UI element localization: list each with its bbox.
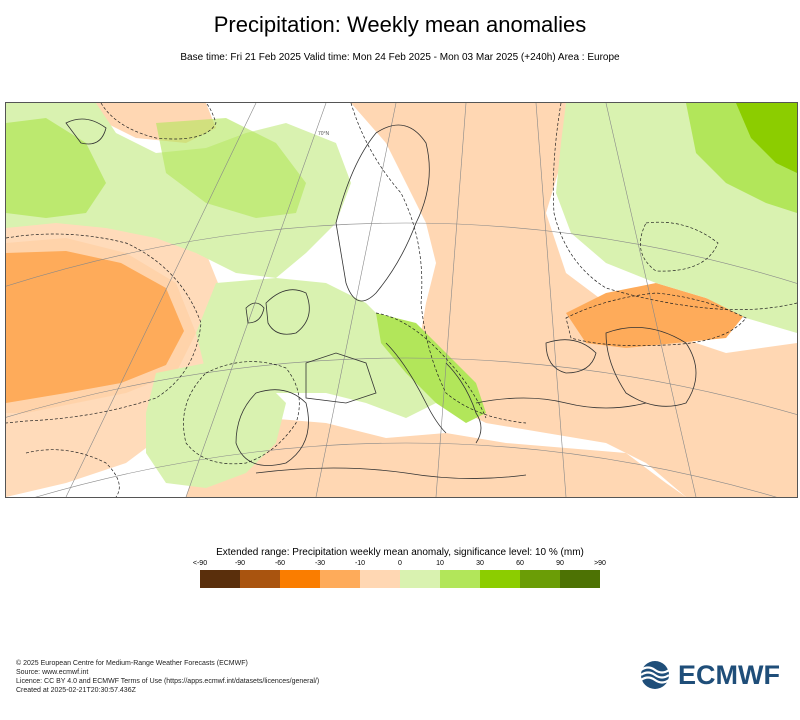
legend-tick: >90	[594, 560, 606, 567]
chart-title: Precipitation: Weekly mean anomalies	[213, 12, 587, 37]
legend-swatch-8	[520, 570, 560, 588]
legend-tick: 60	[516, 560, 524, 567]
anomaly-region-atlantic-dry-core	[6, 251, 184, 403]
legend-tick: 0	[398, 560, 402, 567]
legend-swatch-2	[280, 570, 320, 588]
anomaly-map: 70°N	[5, 102, 798, 498]
anomaly-region-east-wet-patch	[626, 223, 716, 273]
legend-tick: <-90	[192, 560, 208, 567]
legend-swatch-5	[400, 570, 440, 588]
ecmwf-logo: ECMWF	[636, 660, 786, 690]
ecmwf-logo-text: ECMWF	[678, 660, 780, 690]
legend-tick: 90	[556, 560, 564, 567]
legend-tick: -60	[274, 560, 286, 567]
legend-tick: -30	[314, 560, 326, 567]
footer-copyright: © 2025 European Centre for Medium-Range …	[16, 660, 248, 667]
map-svg: 70°N	[6, 103, 797, 497]
anomaly-region-iberia-wet	[146, 363, 286, 488]
footer-created: Created at 2025-02-21T20:30:57.436Z	[16, 687, 136, 694]
chart-subtitle: Base time: Fri 21 Feb 2025 Valid time: M…	[180, 52, 620, 63]
legend-tick: -90	[234, 560, 246, 567]
footer-credits: © 2025 European Centre for Medium-Range …	[16, 659, 319, 695]
footer-source: Source: www.ecmwf.int	[16, 669, 89, 676]
anomaly-region-caspian-dry	[566, 283, 746, 348]
legend-swatch-1	[240, 570, 280, 588]
legend-swatch-9	[560, 570, 600, 588]
legend-swatch-0	[200, 570, 240, 588]
coastlines	[65, 118, 697, 479]
anomaly-region-mediterranean-dry	[186, 418, 686, 497]
anomaly-region-balkans-wet	[376, 313, 486, 423]
graticule	[6, 103, 797, 497]
footer-licence: Licence: CC BY 4.0 and ECMWF Terms of Us…	[16, 678, 320, 685]
legend-swatch-6	[440, 570, 480, 588]
legend-title: Extended range: Precipitation weekly mea…	[216, 547, 584, 558]
colorbar-legend: <-90 -90 -60 -30 -10 0 10 30 60 90 >90	[193, 560, 606, 590]
legend-swatches	[200, 570, 600, 588]
legend-swatch-4	[360, 570, 400, 588]
legend-swatch-7	[480, 570, 520, 588]
graticule-label: 70°N	[318, 131, 330, 137]
anomaly-region-ural-wet-core	[736, 103, 797, 173]
legend-swatch-3	[320, 570, 360, 588]
ecmwf-logo-icon	[640, 661, 670, 689]
legend-tick: 30	[476, 560, 484, 567]
legend-tick: -10	[354, 560, 366, 567]
anomaly-region-norway-sea-wet	[156, 118, 306, 218]
significance-contours	[6, 103, 797, 497]
legend-tick: 10	[436, 560, 444, 567]
